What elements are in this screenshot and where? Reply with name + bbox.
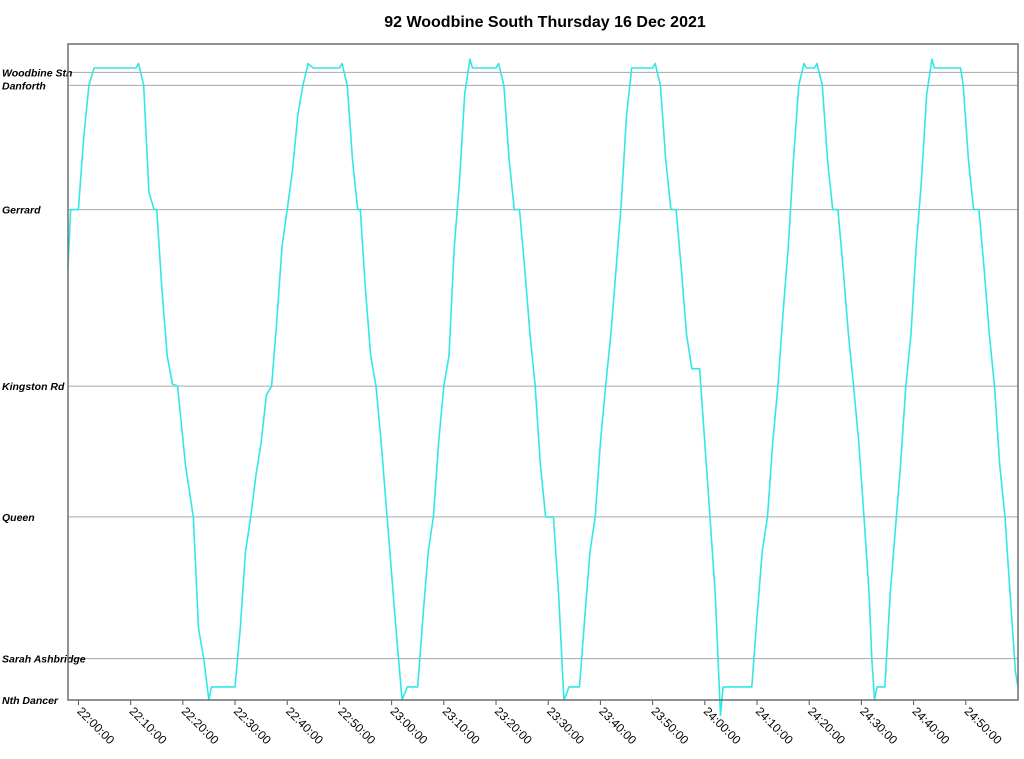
x-tick-label: 23:10:00 — [440, 704, 483, 747]
x-tick-label: 23:20:00 — [492, 704, 535, 747]
stop-label: Kingston Rd — [2, 381, 65, 393]
x-tick-label: 22:40:00 — [283, 704, 326, 747]
plot-frame — [67, 43, 1019, 701]
series-line — [67, 58, 1019, 717]
x-tick-label: 22:30:00 — [231, 704, 274, 747]
x-tick-label: 23:30:00 — [544, 704, 587, 747]
x-tick-label: 24:50:00 — [962, 704, 1005, 747]
chart-title: 92 Woodbine South Thursday 16 Dec 2021 — [384, 14, 706, 31]
x-tick-label: 24:00:00 — [701, 704, 744, 747]
stop-label: Gerrard — [2, 205, 41, 217]
stop-label: Queen — [2, 512, 35, 524]
stop-label: Nth Dancer — [2, 695, 59, 707]
x-tick-label: 24:20:00 — [805, 704, 848, 747]
grid — [68, 71, 1018, 701]
x-tick-label: 22:00:00 — [74, 704, 117, 747]
x-tick-label: 23:50:00 — [648, 704, 691, 747]
x-tick-label: 22:10:00 — [127, 704, 170, 747]
x-tick-label: 23:40:00 — [596, 704, 639, 747]
x-axis: 22:00:00 22:10:00 22:20:00 22:30:00 22:40:00… — [74, 700, 1005, 747]
x-tick-label: 22:50:00 — [335, 704, 378, 747]
stop-label: Danforth — [2, 80, 46, 92]
series-layer — [67, 58, 1019, 717]
x-tick-label: 24:30:00 — [857, 704, 900, 747]
x-tick-label: 24:10:00 — [753, 704, 796, 747]
stop-label: Sarah Ashbridge — [2, 654, 86, 666]
x-tick-label: 22:20:00 — [179, 704, 222, 747]
stop-label: Woodbine Stn — [2, 67, 72, 79]
x-tick-label: 23:00:00 — [388, 704, 431, 747]
x-tick-label: 24:40:00 — [909, 704, 952, 747]
